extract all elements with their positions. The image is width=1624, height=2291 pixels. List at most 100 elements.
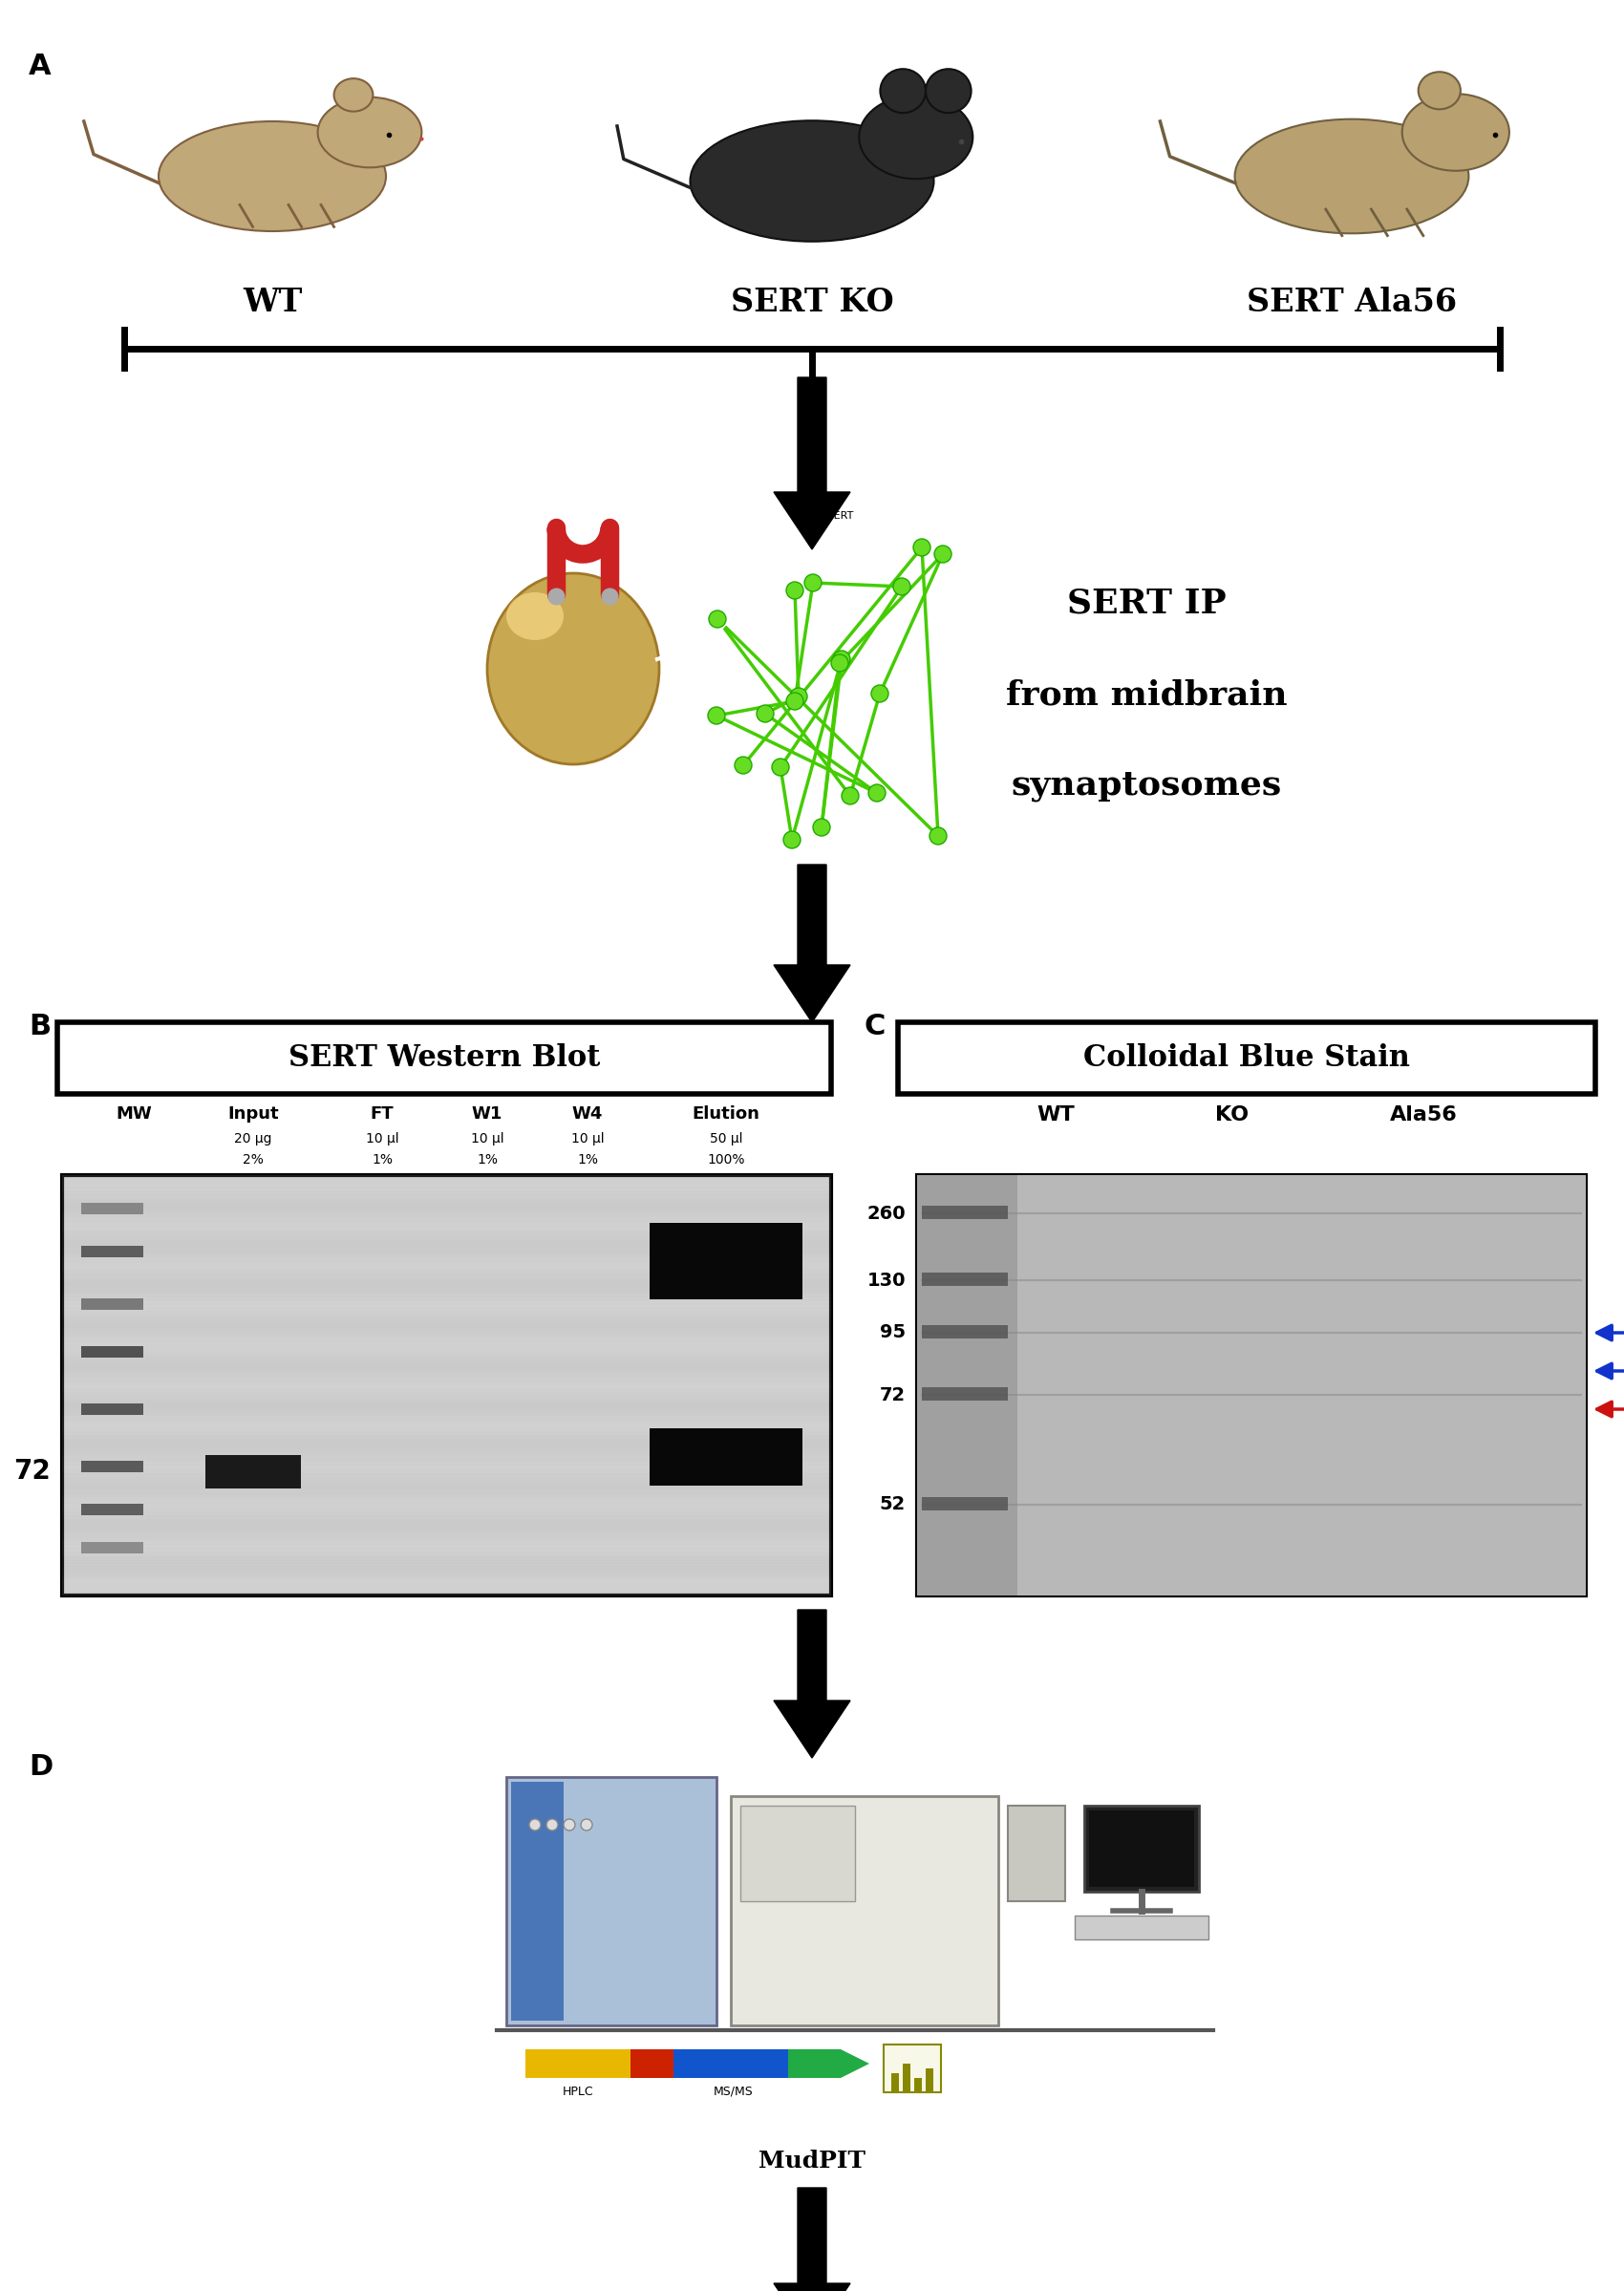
Text: Input: Input [227, 1104, 279, 1123]
Bar [918, 1175, 1017, 1595]
Bar [914, 2078, 922, 2092]
Text: 2%: 2% [242, 1152, 263, 1166]
Bar [898, 1022, 1595, 1093]
Text: FT: FT [370, 1104, 395, 1123]
Bar [903, 2064, 911, 2092]
Text: 130: 130 [867, 1272, 906, 1290]
Text: WT: WT [1036, 1104, 1075, 1125]
Bar [892, 2073, 900, 2092]
Ellipse shape [318, 96, 422, 167]
Text: MudPIT: MudPIT [758, 2149, 866, 2172]
Ellipse shape [786, 582, 804, 598]
Text: 10 μl: 10 μl [471, 1132, 503, 1146]
Text: C: C [864, 1013, 887, 1040]
Polygon shape [773, 2188, 851, 2291]
Bar [1017, 1175, 1194, 1595]
Polygon shape [841, 2048, 869, 2078]
Text: synaptosomes: synaptosomes [1012, 770, 1281, 802]
Text: from midbrain: from midbrain [1005, 678, 1288, 710]
Text: Ala56: Ala56 [1390, 1104, 1457, 1125]
Bar [209, 1459, 294, 1464]
Bar [650, 1427, 802, 1485]
Text: D: D [29, 1753, 52, 1780]
Text: 10 μl: 10 μl [572, 1132, 604, 1146]
Ellipse shape [546, 1819, 559, 1831]
Polygon shape [773, 864, 851, 1022]
Text: anti-SERT: anti-SERT [802, 511, 854, 520]
Bar [922, 1205, 1009, 1219]
Ellipse shape [690, 121, 934, 241]
Ellipse shape [929, 827, 947, 845]
Text: SERT IP: SERT IP [1067, 586, 1226, 621]
Ellipse shape [926, 69, 971, 112]
Bar [209, 1455, 294, 1462]
Bar [81, 1542, 143, 1553]
Bar [512, 1782, 564, 2021]
Text: 100%: 100% [706, 1152, 745, 1166]
Text: MW: MW [115, 1104, 151, 1123]
Ellipse shape [734, 756, 752, 774]
Text: HPLC: HPLC [562, 2085, 593, 2099]
Text: 72: 72 [13, 1457, 50, 1485]
Text: KO: KO [1215, 1104, 1249, 1125]
Ellipse shape [841, 788, 859, 804]
Text: 1%: 1% [477, 1152, 497, 1166]
Ellipse shape [335, 78, 374, 112]
Bar [1385, 1175, 1585, 1595]
Ellipse shape [159, 121, 387, 231]
Bar [81, 1246, 143, 1258]
Ellipse shape [880, 69, 926, 112]
Ellipse shape [814, 818, 830, 836]
Ellipse shape [487, 573, 659, 765]
Text: 95: 95 [880, 1324, 906, 1343]
Text: Colloidal Blue Stain: Colloidal Blue Stain [1083, 1042, 1410, 1072]
Bar [507, 1778, 716, 2025]
Text: SERT Western Blot: SERT Western Blot [289, 1042, 601, 1072]
Bar [922, 1388, 1009, 1400]
Bar [922, 1272, 1009, 1285]
Bar [918, 1175, 1585, 1595]
Bar [630, 2048, 674, 2078]
Polygon shape [773, 378, 851, 550]
Bar [883, 2044, 940, 2092]
Text: SERT KO: SERT KO [731, 286, 893, 318]
Ellipse shape [913, 538, 931, 557]
Ellipse shape [870, 685, 888, 703]
Ellipse shape [786, 692, 804, 710]
Ellipse shape [529, 1819, 541, 1831]
Text: W4: W4 [572, 1104, 603, 1123]
Bar [62, 1175, 831, 1595]
Ellipse shape [708, 609, 726, 628]
Bar [81, 1203, 143, 1214]
Ellipse shape [934, 545, 952, 564]
Bar [926, 2069, 934, 2092]
Bar [81, 1404, 143, 1416]
Ellipse shape [789, 687, 807, 706]
Ellipse shape [893, 577, 911, 596]
Text: 260: 260 [867, 1205, 906, 1223]
Bar [205, 1455, 300, 1489]
Bar [1009, 1805, 1065, 1902]
Bar [922, 1324, 1009, 1338]
Text: B: B [29, 1013, 50, 1040]
Text: 20 μg: 20 μg [234, 1132, 271, 1146]
Text: 50 μl: 50 μl [710, 1132, 742, 1146]
Ellipse shape [1402, 94, 1509, 172]
Ellipse shape [869, 784, 885, 802]
Bar [741, 1805, 854, 1902]
Text: SERT Ala56: SERT Ala56 [1247, 286, 1457, 318]
Text: A: A [29, 53, 52, 80]
Text: MS/MS: MS/MS [713, 2085, 754, 2099]
Bar [81, 1299, 143, 1310]
Bar [1075, 1915, 1208, 1940]
Polygon shape [773, 1611, 851, 1757]
Text: 1%: 1% [372, 1152, 393, 1166]
Bar [81, 1347, 143, 1359]
Ellipse shape [859, 96, 973, 179]
Bar [1194, 1175, 1385, 1595]
Bar [674, 2048, 788, 2078]
Text: W1: W1 [471, 1104, 503, 1123]
Bar [209, 1457, 294, 1462]
Ellipse shape [1418, 71, 1460, 110]
Ellipse shape [833, 651, 851, 667]
